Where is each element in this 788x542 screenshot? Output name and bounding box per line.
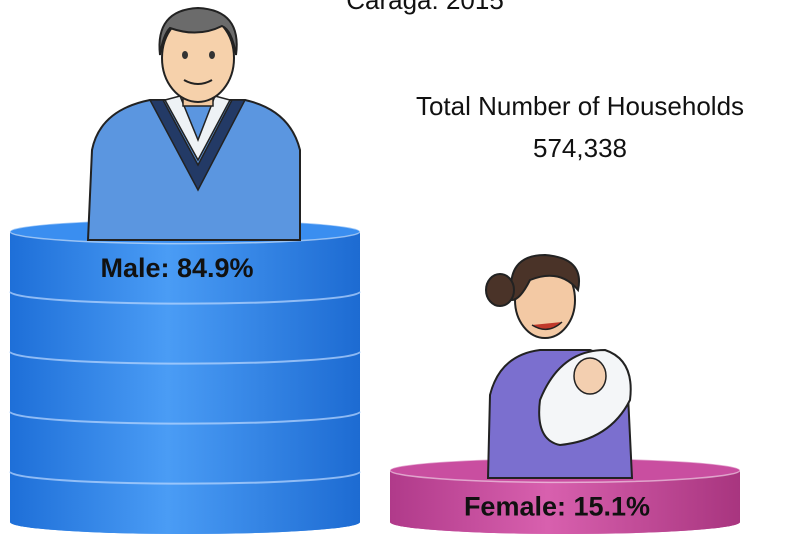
title: Caraga: 2015 <box>346 0 504 15</box>
value-label: Male: 84.9% <box>100 253 253 283</box>
woman-illustration <box>485 253 634 479</box>
cylinder-band <box>9 351 361 365</box>
cylinder-band <box>9 471 361 485</box>
cylinder-band <box>9 291 361 305</box>
cylinder-bottom-edge <box>390 510 740 534</box>
bar <box>10 231 360 522</box>
cylinder-band <box>9 411 361 425</box>
annotation: 574,338 <box>533 133 627 163</box>
value-label: Female: 15.1% <box>464 491 650 521</box>
cylinder-bottom-edge <box>10 510 360 534</box>
annotation: Total Number of Households <box>416 91 744 121</box>
man-illustration <box>86 6 301 241</box>
